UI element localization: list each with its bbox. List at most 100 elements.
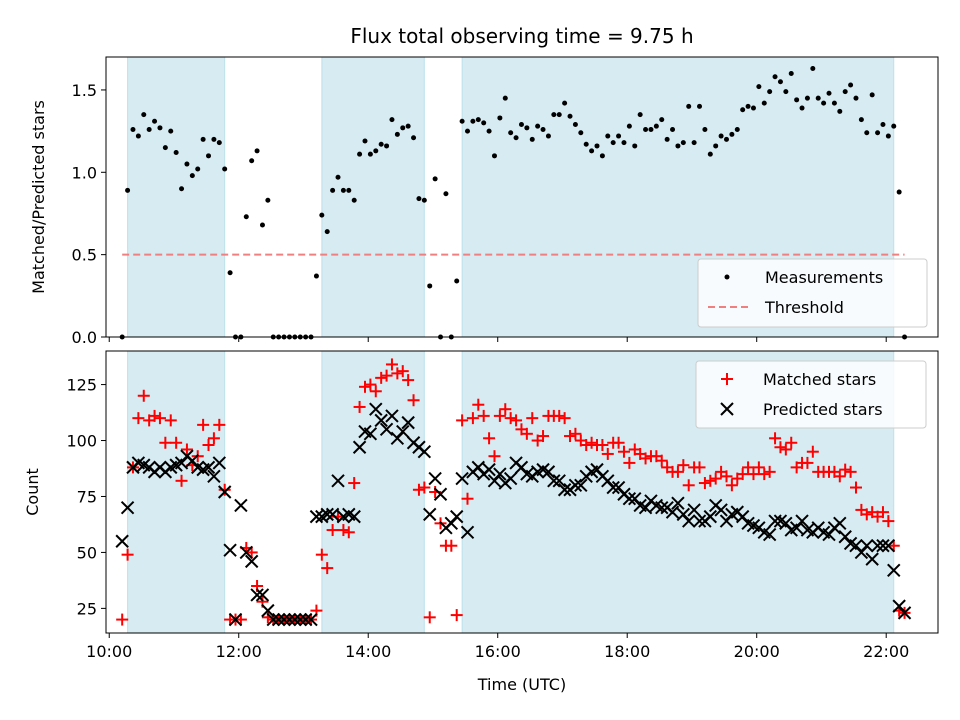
predicted-star-point: [450, 509, 464, 524]
matched-star-point: [445, 539, 458, 552]
matched-star-point: [682, 479, 695, 492]
top-axes-frame: [105, 56, 939, 338]
predicted-star-point: [374, 413, 388, 428]
predicted-star-point: [255, 588, 270, 602]
measurement-point: [459, 118, 465, 124]
legend-threshold-label: Threshold: [764, 298, 844, 317]
measurement-point: [810, 66, 816, 72]
matched-star-point: [456, 414, 469, 427]
measurement-point: [470, 118, 476, 124]
matched-star-point: [537, 430, 550, 443]
matched-star-point: [375, 371, 388, 384]
matched-star-point: [180, 443, 193, 456]
predicted-star-point: [671, 496, 685, 510]
bottom-y-tick-label: 75: [77, 487, 97, 506]
measurement-point: [443, 191, 449, 197]
matched-star-point: [380, 369, 393, 382]
measurement-point: [524, 125, 530, 131]
predicted-star-point: [687, 503, 701, 517]
legend-predicted-marker: [720, 402, 734, 416]
measurement-point: [567, 113, 573, 119]
top-y-tick-label: 0.0: [72, 328, 97, 347]
matched-star-point: [876, 506, 889, 519]
matched-star-point: [785, 436, 798, 449]
legend-matched-marker: [721, 373, 733, 385]
bottom-observing-interval: [321, 350, 425, 634]
measurement-point: [475, 117, 481, 123]
matched-star-point: [774, 441, 787, 454]
matched-star-point: [197, 418, 210, 431]
measurement-point: [718, 133, 724, 139]
matched-star-point: [369, 385, 382, 398]
matched-star-point: [418, 481, 431, 494]
measurement-point: [405, 123, 411, 129]
measurement-point: [761, 100, 767, 106]
measurement-point: [125, 187, 131, 193]
measurement-point: [723, 136, 729, 142]
matched-star-point: [218, 483, 231, 496]
measurement-point: [605, 133, 611, 139]
measurement-point: [189, 173, 195, 179]
predicted-star-point: [606, 480, 620, 495]
matched-star-point: [391, 367, 404, 380]
matched-star-point: [364, 378, 377, 391]
predicted-star-point: [655, 500, 669, 515]
measurement-point: [599, 153, 605, 159]
measurement-point: [626, 123, 632, 129]
bottom-legend-box: [695, 360, 927, 429]
matched-star-point: [153, 412, 166, 425]
matched-star-point: [564, 430, 577, 443]
measurement-point: [179, 186, 185, 192]
matched-star-point: [612, 436, 625, 449]
predicted-star-point: [460, 525, 475, 539]
measurement-point: [243, 214, 249, 220]
measurement-point: [713, 143, 719, 149]
predicted-star-point: [455, 471, 469, 486]
top-panel: 0.0 0.5 1.0 1.5 Matched/Predicted stars Mea…: [29, 56, 939, 347]
measurement-point: [497, 115, 503, 121]
measurement-point: [826, 90, 832, 96]
measurement-point: [831, 100, 837, 106]
matched-star-point: [779, 443, 792, 456]
predicted-star-point: [352, 440, 367, 454]
measurement-point: [162, 145, 168, 151]
measurement-point: [184, 161, 190, 167]
top-y-axis-label: Matched/Predicted stars: [29, 100, 48, 294]
measurement-point: [465, 128, 471, 134]
measurement-point: [195, 166, 201, 172]
matched-star-point: [164, 414, 177, 427]
matched-star-point: [510, 414, 523, 427]
measurement-point: [594, 143, 600, 149]
measurement-point: [643, 126, 649, 132]
matched-star-point: [677, 459, 690, 472]
measurement-point: [227, 270, 233, 276]
matched-star-point: [617, 445, 630, 458]
matched-star-point: [385, 358, 398, 371]
predicted-star-point: [223, 543, 237, 557]
matched-star-point: [580, 439, 593, 451]
matched-star-point: [207, 432, 220, 445]
predicted-star-point: [293, 612, 307, 627]
measurement-point: [486, 128, 492, 134]
measurement-point: [842, 89, 848, 95]
measurement-point: [670, 126, 676, 132]
matched-star-point: [504, 412, 517, 425]
measurement-point: [772, 74, 778, 80]
measurement-point: [804, 95, 810, 101]
x-tick-label: 12:00: [216, 642, 262, 661]
top-y-tick-label: 1.5: [72, 81, 97, 100]
predicted-star-point: [768, 514, 782, 528]
predicted-star-point: [234, 498, 248, 513]
predicted-star-point: [201, 460, 216, 475]
predicted-star-point: [876, 539, 890, 553]
matched-star-point: [477, 409, 490, 422]
measurement-point: [340, 187, 346, 193]
measurement-point: [675, 143, 681, 149]
top-observing-interval: [127, 56, 226, 338]
matched-star-point: [704, 474, 717, 487]
x-tick-label: 10:00: [86, 642, 132, 661]
predicted-star-point: [870, 539, 885, 553]
matched-star-point: [833, 470, 846, 483]
matched-star-point: [585, 436, 598, 449]
matched-star-point: [358, 380, 371, 393]
